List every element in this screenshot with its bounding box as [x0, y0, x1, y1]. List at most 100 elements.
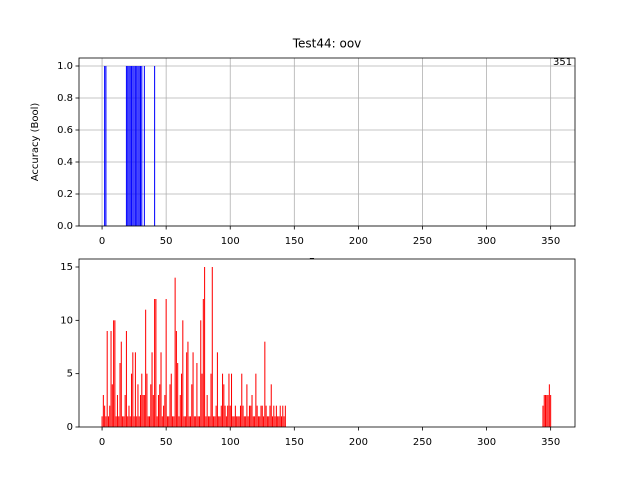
bar	[547, 395, 549, 427]
bar	[274, 416, 276, 427]
bar	[186, 352, 188, 427]
bar	[125, 331, 127, 427]
bar	[222, 373, 224, 427]
x-tick-label: 250	[413, 437, 432, 448]
bar	[197, 416, 199, 427]
bar	[113, 320, 115, 427]
bar	[219, 416, 221, 427]
bar	[140, 66, 142, 226]
x-tick-label: 150	[285, 437, 304, 448]
bar	[255, 373, 257, 427]
bar	[141, 373, 143, 427]
bar	[127, 416, 129, 427]
axes-frame	[78, 258, 576, 428]
x-tick-label: 100	[221, 437, 240, 448]
y-tick-label: 0	[67, 422, 73, 433]
bar	[280, 416, 283, 427]
x-tick-label: 0	[99, 437, 105, 448]
bar	[268, 416, 270, 427]
bar	[106, 331, 108, 427]
bar	[233, 416, 235, 427]
bar	[132, 66, 134, 226]
bar	[164, 395, 166, 427]
bar	[178, 416, 180, 427]
bar	[248, 405, 250, 427]
chart-title: Test44: oov	[292, 37, 362, 51]
bar	[257, 416, 259, 427]
bar	[110, 331, 112, 427]
y-tick-label: 0.0	[57, 221, 73, 232]
bar	[129, 66, 131, 226]
bar	[232, 416, 234, 427]
bar	[147, 416, 149, 427]
bar	[263, 416, 265, 427]
bar	[120, 341, 122, 427]
bar	[254, 416, 256, 427]
bar	[179, 395, 181, 427]
bar	[266, 416, 268, 427]
bar	[205, 416, 207, 427]
bar	[155, 299, 157, 427]
bar	[238, 416, 240, 427]
bar	[107, 416, 109, 427]
bar	[193, 416, 195, 427]
bar	[129, 416, 131, 427]
bar	[143, 66, 145, 226]
bar	[546, 395, 548, 427]
bar	[136, 66, 138, 226]
bar	[177, 363, 179, 427]
bar	[187, 341, 189, 427]
bar	[181, 373, 183, 427]
y-tick-label: 0.4	[57, 157, 73, 168]
bar	[279, 405, 281, 427]
bar	[124, 395, 126, 427]
x-tick-label: 50	[160, 236, 173, 247]
bar	[128, 66, 130, 226]
bar	[545, 395, 547, 427]
bar	[168, 416, 170, 427]
bar	[192, 352, 194, 427]
bar	[246, 384, 248, 427]
bar	[123, 416, 125, 427]
bar	[206, 395, 208, 427]
bar	[172, 416, 174, 427]
bar	[165, 299, 167, 427]
bar	[250, 405, 252, 427]
bar	[223, 384, 225, 427]
bar	[134, 352, 136, 427]
bar	[282, 405, 284, 427]
bar	[265, 405, 267, 427]
bar	[245, 416, 247, 427]
y-tick-label: 15	[60, 262, 73, 273]
bar	[543, 395, 545, 427]
bar	[134, 66, 136, 226]
x-tick-label: 150	[285, 236, 304, 247]
bar	[114, 320, 116, 427]
bar	[237, 416, 239, 427]
bar	[191, 384, 193, 427]
annotation: 351	[553, 57, 572, 68]
x-tick-label: 200	[349, 236, 368, 247]
bar	[542, 405, 544, 427]
bar	[145, 309, 147, 427]
y-tick-label: 1.0	[57, 61, 73, 72]
bar	[163, 405, 165, 427]
bar	[247, 416, 249, 427]
bar	[227, 405, 229, 427]
bar	[196, 363, 198, 427]
bar	[127, 66, 129, 226]
bar	[260, 405, 262, 427]
bar	[272, 416, 274, 427]
bar	[236, 416, 238, 427]
bar	[216, 352, 218, 427]
axes-background	[79, 259, 575, 427]
y-tick-label: 10	[60, 315, 73, 326]
bar	[161, 416, 163, 427]
bar	[256, 405, 258, 427]
bar	[195, 416, 197, 427]
bar	[146, 373, 148, 427]
bar	[202, 299, 204, 427]
bar	[273, 405, 275, 427]
bar	[188, 416, 190, 427]
